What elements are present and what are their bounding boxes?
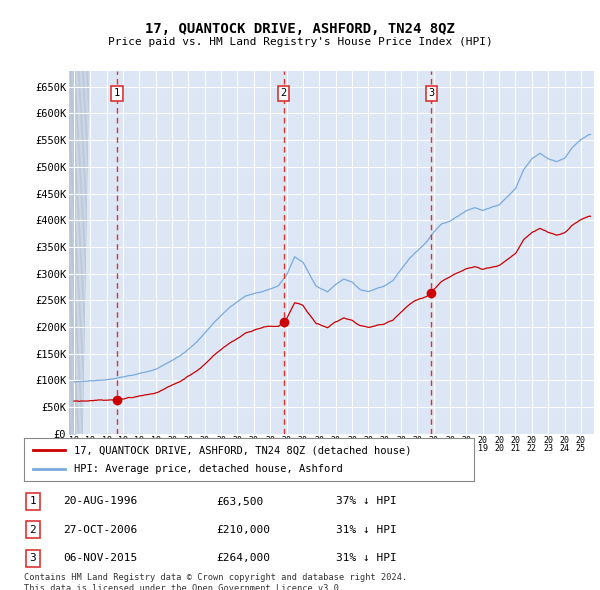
Text: 37% ↓ HPI: 37% ↓ HPI <box>336 497 397 506</box>
Text: 31% ↓ HPI: 31% ↓ HPI <box>336 525 397 535</box>
Text: 31% ↓ HPI: 31% ↓ HPI <box>336 553 397 563</box>
Text: 27-OCT-2006: 27-OCT-2006 <box>63 525 137 535</box>
Text: Contains HM Land Registry data © Crown copyright and database right 2024.
This d: Contains HM Land Registry data © Crown c… <box>24 573 407 590</box>
Text: 3: 3 <box>29 553 37 563</box>
Text: 17, QUANTOCK DRIVE, ASHFORD, TN24 8QZ: 17, QUANTOCK DRIVE, ASHFORD, TN24 8QZ <box>145 22 455 37</box>
Text: Price paid vs. HM Land Registry's House Price Index (HPI): Price paid vs. HM Land Registry's House … <box>107 37 493 47</box>
Text: £210,000: £210,000 <box>216 525 270 535</box>
Text: HPI: Average price, detached house, Ashford: HPI: Average price, detached house, Ashf… <box>74 464 342 474</box>
Text: £63,500: £63,500 <box>216 497 263 506</box>
Text: 1: 1 <box>114 88 120 98</box>
Text: 17, QUANTOCK DRIVE, ASHFORD, TN24 8QZ (detached house): 17, QUANTOCK DRIVE, ASHFORD, TN24 8QZ (d… <box>74 445 411 455</box>
Text: 1: 1 <box>29 497 37 506</box>
Text: 06-NOV-2015: 06-NOV-2015 <box>63 553 137 563</box>
Text: 2: 2 <box>29 525 37 535</box>
Text: 2: 2 <box>280 88 287 98</box>
Text: 20-AUG-1996: 20-AUG-1996 <box>63 497 137 506</box>
Text: £264,000: £264,000 <box>216 553 270 563</box>
Text: 3: 3 <box>428 88 434 98</box>
